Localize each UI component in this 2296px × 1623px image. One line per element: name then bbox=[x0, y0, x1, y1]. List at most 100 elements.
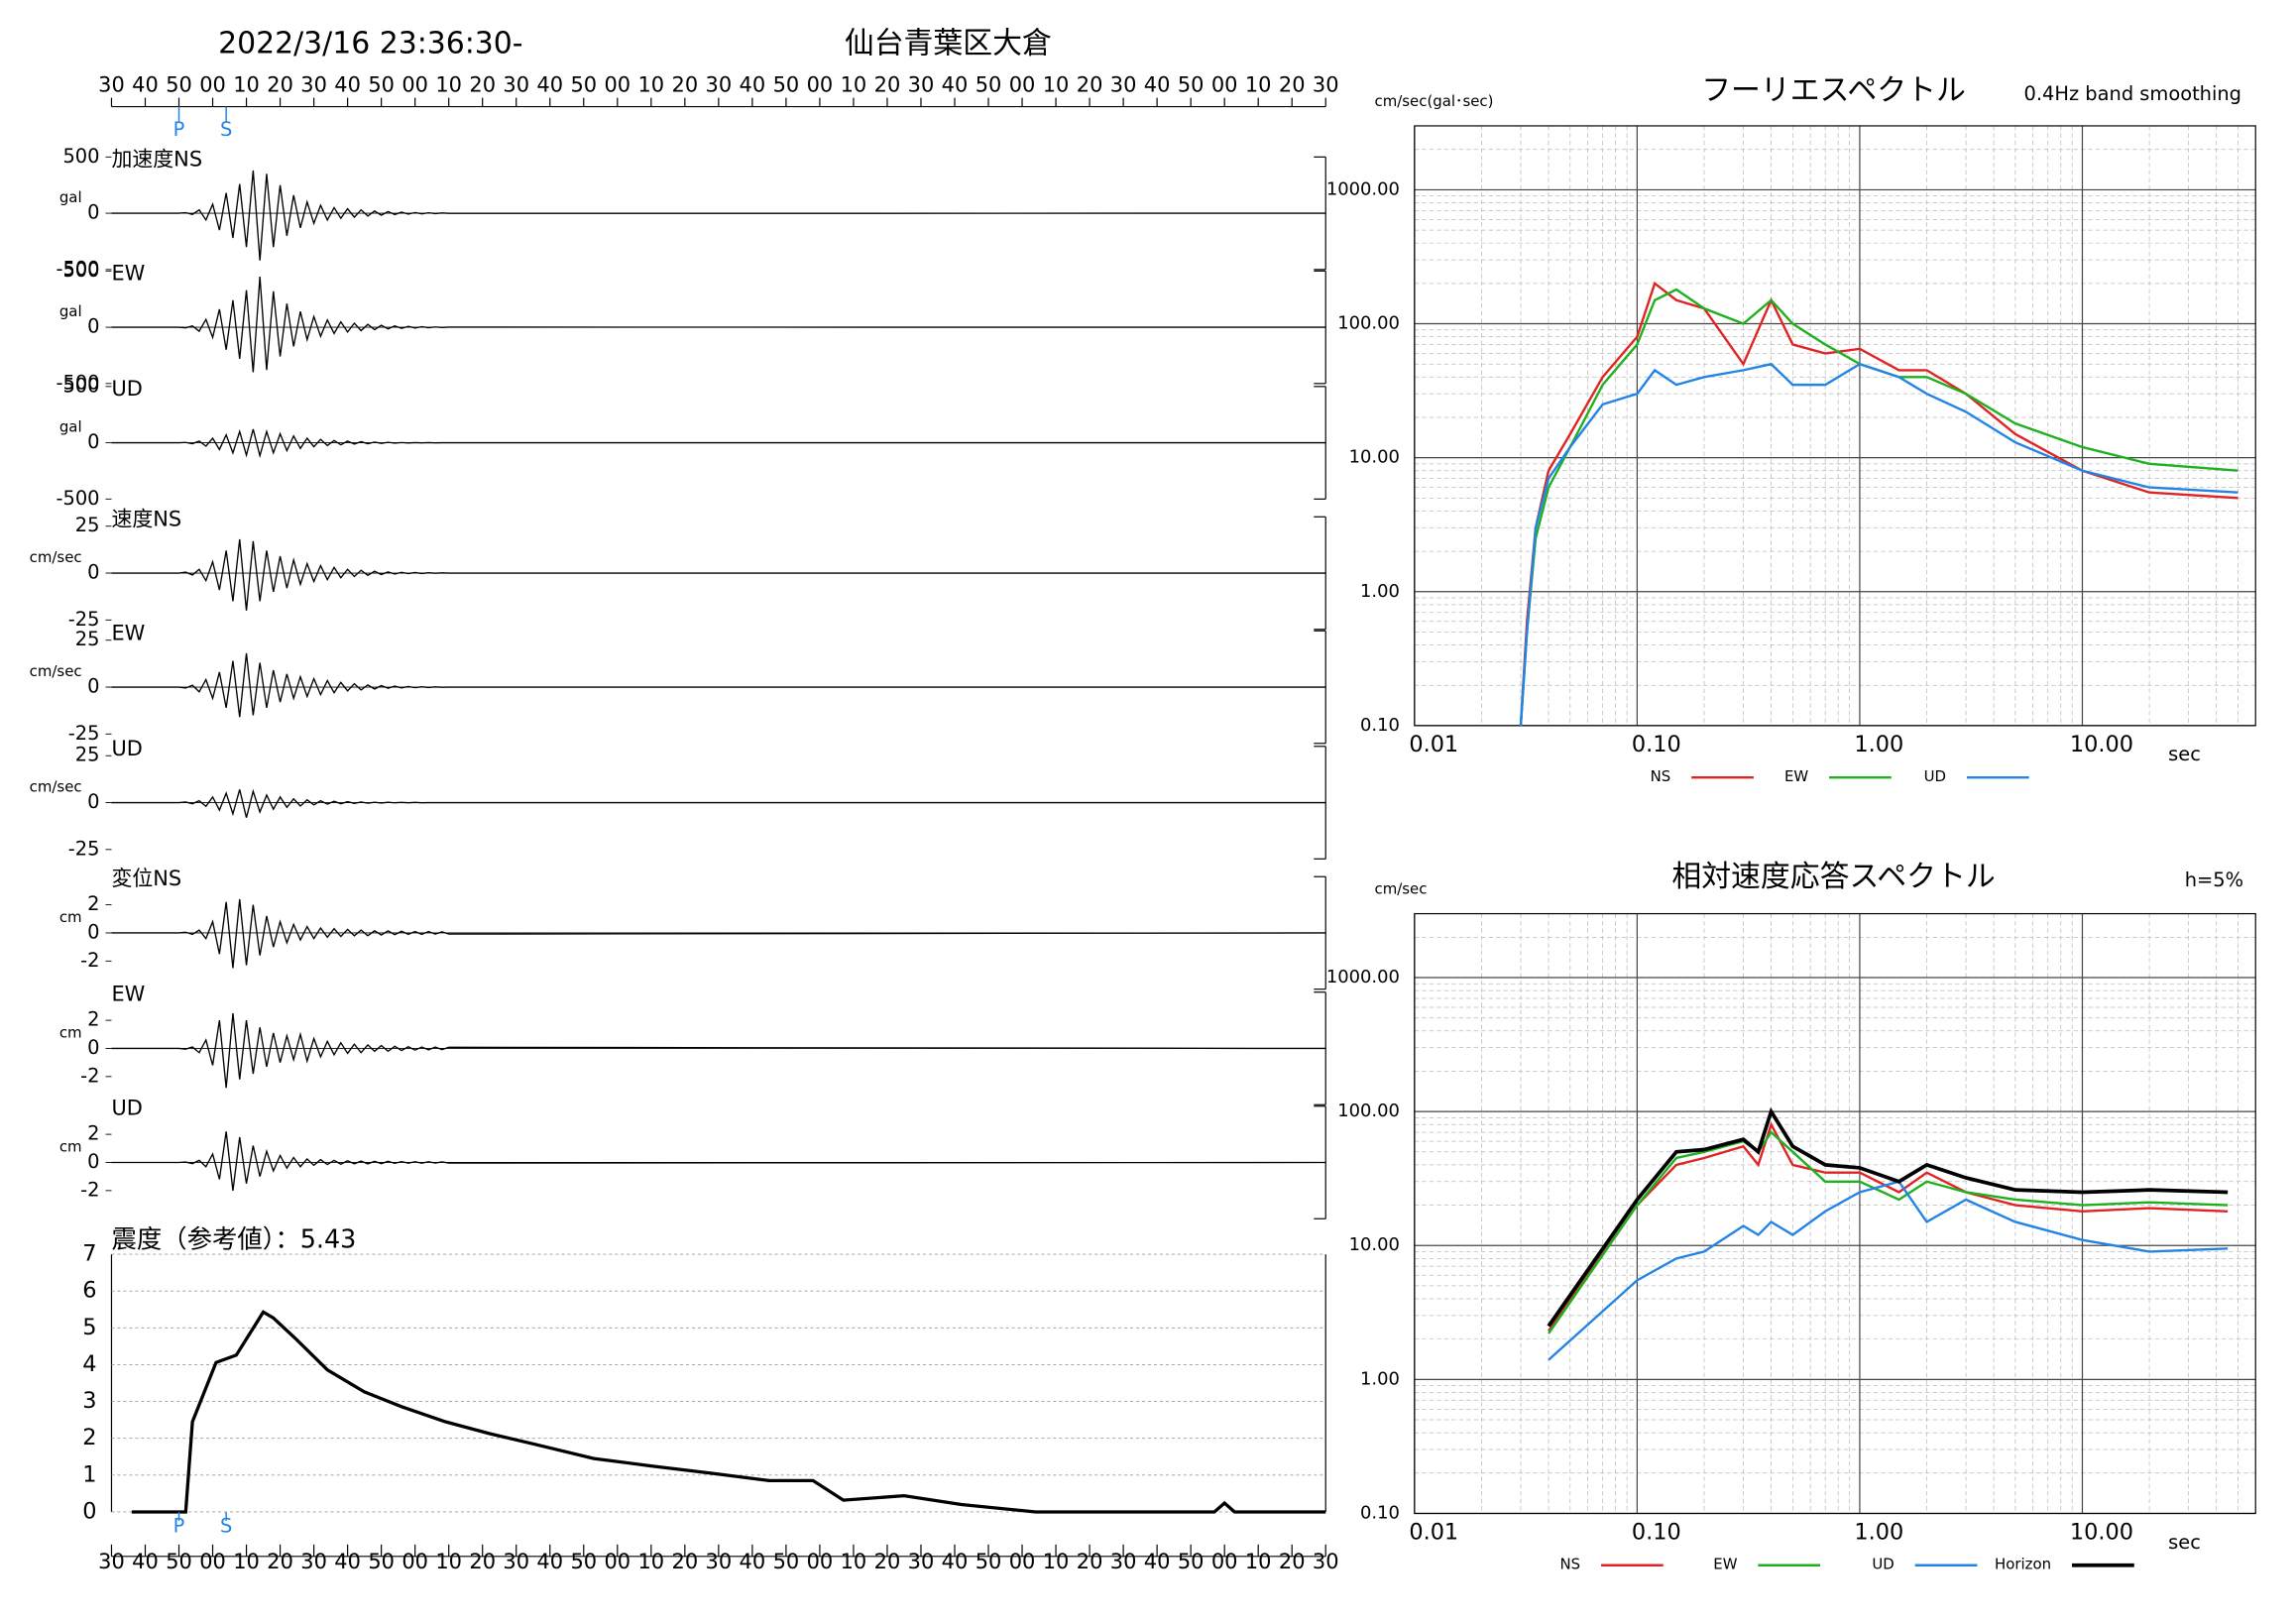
component-label: UD bbox=[111, 1097, 142, 1120]
time-tick-label: 20 bbox=[267, 1550, 293, 1573]
time-tick-label: 20 bbox=[469, 73, 496, 97]
time-tick-label: 00 bbox=[604, 73, 631, 97]
time-tick-label: 40 bbox=[942, 73, 969, 97]
unit-label: gal bbox=[59, 418, 82, 436]
time-tick-label: 00 bbox=[1211, 73, 1238, 97]
time-tick-label: 20 bbox=[672, 73, 699, 97]
y-tick-label: 0 bbox=[87, 1150, 99, 1173]
x-axis-label: sec bbox=[2168, 1531, 2201, 1554]
time-tick-label: 30 bbox=[98, 1550, 125, 1573]
waveform bbox=[111, 170, 1326, 261]
station: 仙台青葉区大倉 bbox=[845, 26, 1052, 60]
y-axis-label: cm/sec bbox=[1375, 880, 1428, 898]
y-tick-label: 1.00 bbox=[1360, 581, 1400, 602]
y-tick-label: -2 bbox=[80, 949, 99, 972]
waveform bbox=[111, 898, 1326, 969]
x-tick-label: 10.00 bbox=[2070, 732, 2133, 757]
time-tick-label: 40 bbox=[132, 1550, 159, 1573]
time-tick-label: 10 bbox=[638, 1550, 665, 1573]
time-tick-label: 00 bbox=[1009, 73, 1036, 97]
time-tick-label: 30 bbox=[1110, 73, 1137, 97]
datetime: 2022/3/16 23:36:30- bbox=[218, 26, 522, 60]
time-tick-label: 20 bbox=[1077, 1550, 1103, 1573]
time-tick-label: 10 bbox=[435, 1550, 462, 1573]
y-tick-label: 100.00 bbox=[1337, 313, 1400, 334]
component-label: 加速度NS bbox=[111, 147, 202, 171]
time-tick-label: 40 bbox=[1144, 1550, 1171, 1573]
y-tick-label: 500 bbox=[62, 259, 99, 282]
legend-label: UD bbox=[1872, 1556, 1894, 1573]
y-tick-label: 0 bbox=[82, 1498, 96, 1524]
legend-label: NS bbox=[1559, 1556, 1580, 1573]
component-label: 変位NS bbox=[111, 867, 181, 890]
y-tick-label: 0 bbox=[87, 315, 99, 338]
time-tick-label: 00 bbox=[402, 73, 428, 97]
time-tick-label: 30 bbox=[908, 1550, 935, 1573]
phase-label: S bbox=[220, 1514, 232, 1537]
time-tick-label: 20 bbox=[672, 1550, 699, 1573]
time-tick-label: 40 bbox=[740, 73, 766, 97]
unit-label: cm bbox=[59, 1138, 82, 1156]
y-tick-label: 1000.00 bbox=[1326, 178, 1400, 199]
component-label: EW bbox=[111, 261, 145, 285]
intensity-line bbox=[131, 1310, 1326, 1514]
y-tick-label: 1.00 bbox=[1360, 1368, 1400, 1389]
component-label: EW bbox=[111, 621, 145, 644]
time-tick-label: 40 bbox=[334, 1550, 361, 1573]
y-tick-label: 4 bbox=[82, 1351, 96, 1377]
unit-label: cm bbox=[59, 1024, 82, 1042]
time-tick-label: 20 bbox=[267, 73, 293, 97]
time-tick-label: 40 bbox=[536, 73, 563, 97]
time-tick-label: 30 bbox=[1110, 1550, 1137, 1573]
waveform bbox=[111, 652, 1326, 718]
time-tick-label: 50 bbox=[976, 1550, 1002, 1573]
y-tick-label: 0 bbox=[87, 201, 99, 224]
component-label: 速度NS bbox=[111, 507, 181, 530]
time-tick-label: 10 bbox=[1245, 73, 1272, 97]
y-tick-label: -2 bbox=[80, 1064, 99, 1087]
y-tick-label: -500 bbox=[56, 487, 99, 510]
time-tick-label: 50 bbox=[368, 73, 395, 97]
plot-frame bbox=[1414, 912, 2256, 1515]
unit-label: cm/sec bbox=[30, 778, 82, 796]
chart-subtitle: h=5% bbox=[2185, 869, 2243, 891]
y-tick-label: -2 bbox=[80, 1178, 99, 1201]
time-tick-label: 00 bbox=[1009, 1550, 1036, 1573]
time-tick-label: 00 bbox=[402, 1550, 428, 1573]
time-tick-label: 20 bbox=[874, 1550, 901, 1573]
time-tick-label: 00 bbox=[1211, 1550, 1238, 1573]
waveform bbox=[111, 1131, 1326, 1191]
waveform bbox=[111, 1012, 1326, 1089]
component-label: UD bbox=[111, 737, 142, 760]
phase-label: P bbox=[173, 118, 185, 141]
time-tick-label: 30 bbox=[706, 1550, 733, 1573]
time-tick-label: 40 bbox=[536, 1550, 563, 1573]
time-tick-label: 00 bbox=[604, 1550, 631, 1573]
x-tick-label: 1.00 bbox=[1854, 1519, 1903, 1545]
y-tick-label: 0 bbox=[87, 1036, 99, 1059]
unit-label: cm/sec bbox=[30, 548, 82, 566]
time-tick-label: 30 bbox=[908, 73, 935, 97]
y-tick-label: 25 bbox=[75, 514, 100, 536]
y-tick-label: 7 bbox=[82, 1241, 96, 1267]
x-tick-label: 0.01 bbox=[1409, 732, 1458, 757]
time-tick-label: 10 bbox=[233, 1550, 260, 1573]
chart-title: 相対速度応答スペクトル bbox=[1671, 860, 1995, 894]
y-tick-label: 0 bbox=[87, 675, 99, 698]
time-tick-label: 10 bbox=[435, 73, 462, 97]
y-tick-label: -25 bbox=[68, 608, 100, 631]
x-axis-label: sec bbox=[2168, 743, 2201, 765]
time-tick-label: 00 bbox=[199, 73, 226, 97]
y-tick-label: 0 bbox=[87, 790, 99, 813]
unit-label: cm/sec bbox=[30, 662, 82, 680]
time-tick-label: 40 bbox=[740, 1550, 766, 1573]
waveform bbox=[111, 428, 1326, 459]
waveform bbox=[111, 538, 1326, 611]
phase-label: P bbox=[173, 1514, 185, 1537]
y-tick-label: 1 bbox=[82, 1461, 96, 1487]
time-tick-label: 30 bbox=[503, 73, 529, 97]
y-tick-label: -500 bbox=[56, 257, 99, 280]
y-tick-label: 5 bbox=[82, 1315, 96, 1340]
y-tick-label: 100.00 bbox=[1337, 1101, 1400, 1121]
